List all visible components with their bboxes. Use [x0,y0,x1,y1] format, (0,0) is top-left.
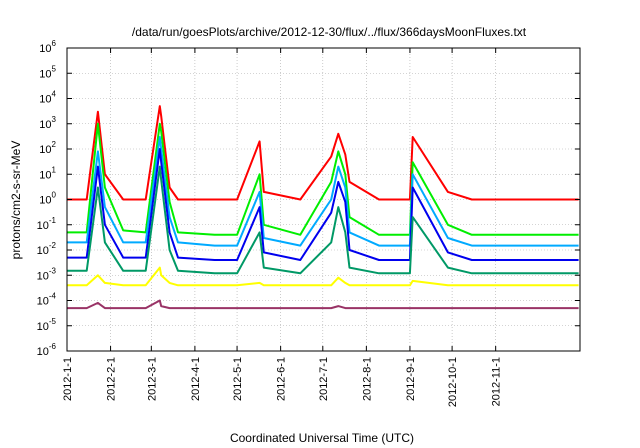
y-tick-label: 105 [39,64,56,80]
x-tick-label: 2012-10-1 [447,357,459,407]
x-tick-label: 2012-2-1 [106,357,118,401]
x-tick-label: 2012-8-1 [361,357,373,401]
series-line [67,266,579,287]
x-tick-label: 2012-7-1 [318,357,330,401]
y-axis-label: protons/cm2-s-sr-MeV [9,141,23,260]
y-tick-label: 103 [39,115,56,131]
x-tick-label: 2012-6-1 [276,357,288,401]
y-tick-label: 10-5 [37,317,57,333]
x-tick-label: 2012-3-1 [146,357,158,401]
y-tick-label: 10-1 [37,216,57,232]
series-line [67,299,579,310]
chart-title: /data/run/goesPlots/archive/2012-12-30/f… [132,25,527,39]
y-tick-label: 101 [39,165,56,181]
x-tick-label: 2012-5-1 [232,357,244,401]
series-line [67,148,579,261]
y-tick-label: 10-2 [37,241,57,257]
y-tick-label: 102 [39,140,56,156]
y-axis: 10-6 10-5 10-4 10-3 10-2 10-1 100 101 102 103 104 1… [37,39,580,358]
x-axis: 2012-1-1 2012-2-1 2012-3-1 2012-4-1 2012-5-1… [62,48,503,407]
y-tick-label: 106 [39,39,56,55]
series-line [67,105,579,201]
series-layer [67,105,579,310]
series-line [67,165,579,275]
x-tick-label: 2012-11-1 [491,357,503,406]
series-line [67,136,579,247]
x-tick-label: 2012-4-1 [190,357,202,401]
series-line [67,122,579,236]
x-axis-label: Coordinated Universal Time (UTC) [230,431,414,445]
y-tick-label: 10-3 [37,266,57,282]
y-tick-label: 10-4 [37,292,57,308]
x-tick-label: 2012-1-1 [62,357,74,401]
y-tick-label: 10-6 [37,342,57,358]
y-tick-label: 100 [39,191,56,207]
y-tick-label: 104 [39,90,56,106]
x-tick-label: 2012-9-1 [405,357,417,401]
